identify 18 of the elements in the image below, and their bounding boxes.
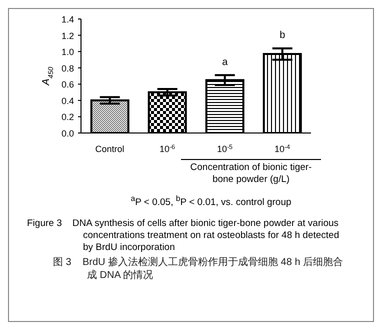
data-label: a [222,57,228,68]
text: $^{a}$P < 0.05, $^{b}$P < 0.01, vs. control group [130,194,292,208]
x-tick-label: Control [95,144,124,154]
y-tick-label: 0.2 [61,112,74,122]
data-label: b [280,30,286,42]
y-tick-label: 0.0 [61,128,74,138]
y-tick-label: 1.0 [61,47,74,58]
y-tick-label: 0.6 [61,80,74,90]
y-tick-label: 0.8 [61,63,74,74]
y-tick-label: 0.4 [61,96,74,106]
x-tick-label: 10$^{-6}$ [159,144,176,154]
caption: Figure 3 DNA synthesis of cells after bionic tiger-bone powder at various concentrations treatment on rat osteoblasts for 48 h detected by BrdU incorporation [27,218,340,254]
caption: 图 3 BrdU 掺入法检测人工虎骨粉作用于成骨细胞 48 h 后细胞合成 DNA 的情况 [53,256,344,282]
x-tick-label: 10$^{-5}$ [216,144,234,154]
y-tick-label: 1.2 [61,30,74,41]
y-tick-label: 1.4 [61,14,74,24]
x-axis-title: Concentration of bionic tiger-bone powder (g/L) [181,159,321,186]
x-tick-label: 10$^{-4}$ [274,144,291,154]
